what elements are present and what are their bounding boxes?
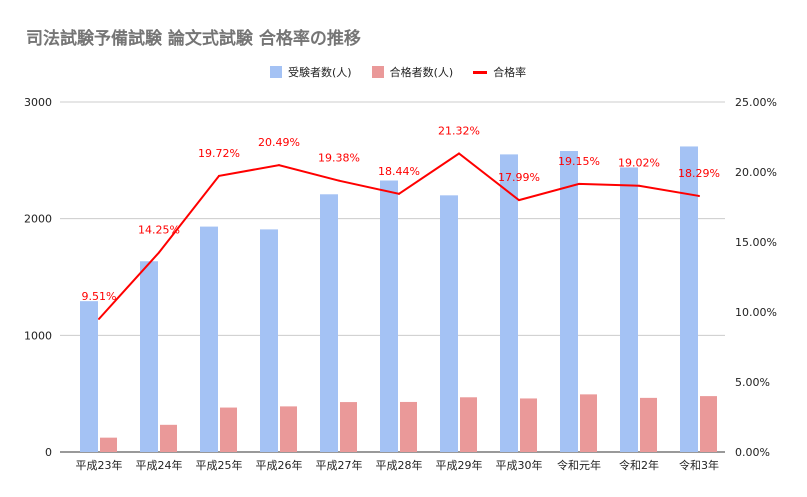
legend: 受験者数(人) 合格者数(人) 合格率 <box>270 64 538 80</box>
bar-examinees <box>500 154 518 452</box>
x-tick-label: 令和3年 <box>679 458 719 472</box>
data-label-pass-rate: 19.15% <box>558 155 600 168</box>
data-label-pass-rate: 9.51% <box>82 290 117 303</box>
legend-label: 合格率 <box>493 66 527 79</box>
bar-passers <box>580 394 597 452</box>
chart-title: 司法試験予備試験 論文式試験 合格率の推移 <box>26 29 361 49</box>
x-tick-label: 平成29年 <box>436 458 483 472</box>
x-tick-label: 令和元年 <box>557 458 601 472</box>
data-label-pass-rate: 19.38% <box>318 152 360 165</box>
point-pass-rate <box>398 192 400 195</box>
bar-passers <box>340 402 357 452</box>
bar-examinees <box>140 261 158 452</box>
point-pass-rate <box>518 199 520 202</box>
legend-item-examinees: 受験者数(人) <box>270 64 352 80</box>
point-pass-rate <box>638 184 640 187</box>
bar-passers <box>520 398 537 452</box>
bar-passers <box>460 397 477 452</box>
bar-examinees <box>80 301 98 452</box>
legend-label: 合格者数(人) <box>389 66 454 79</box>
right-tick-label: 20.00% <box>735 166 777 179</box>
right-tick-label: 25.00% <box>735 96 777 109</box>
x-tick-label: 平成26年 <box>256 458 303 472</box>
x-tick-label: 平成24年 <box>136 458 183 472</box>
bar-passers <box>100 437 117 452</box>
left-tick-label: 3000 <box>24 96 52 109</box>
data-label-pass-rate: 19.72% <box>198 147 240 160</box>
right-tick-label: 15.00% <box>735 236 777 249</box>
x-tick-label: 平成23年 <box>76 458 123 472</box>
bar-examinees <box>260 229 278 452</box>
point-pass-rate <box>98 317 100 320</box>
x-tick-label: 令和2年 <box>619 458 659 472</box>
bar-examinees <box>380 180 398 452</box>
data-label-pass-rate: 21.32% <box>438 125 480 138</box>
bar-examinees <box>320 194 338 453</box>
data-label-pass-rate: 20.49% <box>258 136 300 149</box>
x-tick-label: 平成30年 <box>496 458 543 472</box>
x-tick-label: 平成28年 <box>376 458 423 472</box>
bar-examinees <box>200 226 218 452</box>
x-tick-label: 平成25年 <box>196 458 243 472</box>
point-pass-rate <box>218 174 220 177</box>
legend-item-passers: 合格者数(人) <box>371 64 454 80</box>
line-pass-rate <box>98 152 700 320</box>
point-pass-rate <box>698 194 700 197</box>
legend-item-pass-rate: 合格率 <box>473 64 526 80</box>
point-pass-rate <box>578 182 580 185</box>
right-tick-label: 10.00% <box>735 306 777 319</box>
data-label-pass-rate: 18.44% <box>378 165 420 178</box>
bar-passers <box>700 396 717 452</box>
data-label-pass-rate: 18.29% <box>678 167 720 180</box>
point-pass-rate <box>338 179 340 182</box>
data-label-pass-rate: 17.99% <box>498 171 540 184</box>
left-tick-label: 0 <box>45 446 52 459</box>
point-pass-rate <box>158 251 160 254</box>
bar-passers <box>220 407 237 452</box>
bar-passers <box>640 397 657 452</box>
legend-swatch <box>473 70 488 74</box>
bar-examinees <box>680 146 698 452</box>
x-tick-label: 平成27年 <box>316 458 363 472</box>
bar-examinees <box>560 151 578 452</box>
data-label-pass-rate: 19.02% <box>618 157 660 170</box>
bar-passers <box>400 401 417 452</box>
point-pass-rate <box>458 152 460 155</box>
right-tick-label: 0.00% <box>735 446 770 459</box>
legend-swatch <box>371 66 384 78</box>
data-label-pass-rate: 14.25% <box>138 224 180 237</box>
legend-swatch <box>270 66 282 78</box>
right-tick-label: 5.00% <box>735 376 770 389</box>
bar-examinees <box>620 167 638 452</box>
left-tick-label: 2000 <box>24 213 52 226</box>
bar-passers <box>280 406 297 452</box>
point-pass-rate <box>278 164 280 167</box>
bar-passers <box>160 424 177 452</box>
bar-examinees <box>440 195 458 453</box>
left-tick-label: 1000 <box>24 329 52 342</box>
legend-label: 受験者数(人) <box>288 66 352 79</box>
